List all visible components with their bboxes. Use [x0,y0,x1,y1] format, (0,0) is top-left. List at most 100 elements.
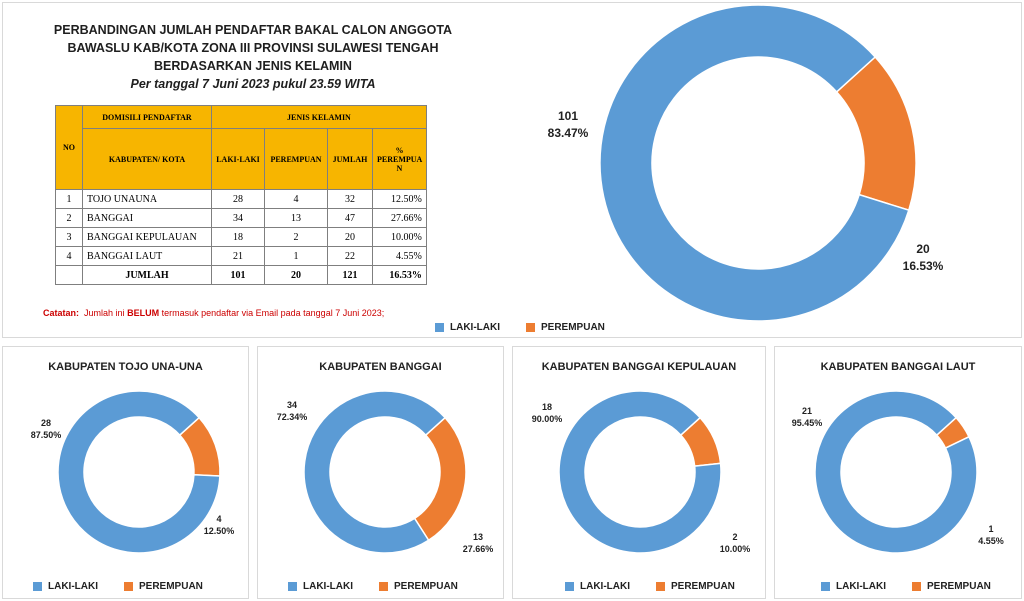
label-laki: 18 90.00% [527,401,567,425]
note-post: termasuk pendaftar via Email pada tangga… [161,308,385,318]
summary-panel: PERBANDINGAN JUMLAH PENDAFTAR BAKAL CALO… [2,2,1022,338]
cell-kab: TOJO UNAUNA [82,189,212,209]
label-perempuan: 13 27.66% [458,531,498,555]
legend-label-laki: LAKI-LAKI [48,581,98,592]
cell-jumlah: 20 [327,227,373,247]
main-label-laki: 101 83.47% [533,108,603,142]
slice-laki-laki [599,4,910,322]
label-laki: 21 95.45% [787,405,827,429]
legend-label-perempuan: PEREMPUAN [927,581,991,592]
legend-swatch-laki [565,582,574,591]
cell-pct: 12.50% [372,189,427,209]
label-perempuan-value: 1 [988,524,994,534]
donut-chart-tojo [57,390,221,554]
note: Catatan: Jumlah ini BELUM termasuk penda… [43,308,384,318]
table-total-row: JUMLAH 101 20 121 16.53% [55,265,427,285]
slice-laki-laki [303,390,447,554]
legend-label-perempuan: PEREMPUAN [671,581,735,592]
table-row: 4 BANGGAI LAUT 21 1 22 4.55% [55,246,427,266]
label-perempuan-pct: 10.00% [719,544,751,554]
cell-total-label: JUMLAH [82,265,212,285]
main-donut-chart [599,4,917,322]
cell-pct: 4.55% [372,246,427,266]
slice-laki-laki [558,390,722,554]
header-jenis-kelamin: JENIS KELAMIN [211,105,427,129]
label-perempuan: 2 10.00% [715,531,755,555]
legend-swatch-perempuan [124,582,133,591]
chart-panel-tojo: KABUPATEN TOJO UNA-UNA 28 87.50% 4 12.50… [2,346,249,599]
cell-empty [55,265,83,285]
cell-jumlah: 32 [327,189,373,209]
main-label-perempuan-pct: 16.53% [902,259,944,273]
cell-total-pct: 16.53% [372,265,427,285]
cell-laki: 28 [211,189,265,209]
chart-legend: LAKI-LAKI PEREMPUAN [288,581,458,592]
legend-swatch-laki [33,582,42,591]
cell-total-jumlah: 121 [327,265,373,285]
legend-label-laki: LAKI-LAKI [303,581,353,592]
cell-total-laki: 101 [211,265,265,285]
legend-label-laki: LAKI-LAKI [450,322,500,333]
legend-swatch-perempuan [379,582,388,591]
label-laki-value: 21 [801,406,812,416]
chart-panel-banggai: KABUPATEN BANGGAI 34 72.34% 13 27.66% LA… [257,346,504,599]
slice-laki-laki [814,390,978,554]
cell-laki: 21 [211,246,265,266]
table-subheader-row: KABUPATEN/ KOTA LAKI-LAKI PEREMPUAN JUML… [56,128,427,190]
legend-swatch-laki [288,582,297,591]
legend-swatch-perempuan [912,582,921,591]
chart-legend: LAKI-LAKI PEREMPUAN [33,581,203,592]
main-label-laki-value: 101 [557,109,579,123]
cell-no: 4 [55,246,83,266]
label-perempuan-pct: 27.66% [462,544,494,554]
main-legend: LAKI-LAKI PEREMPUAN [435,322,605,333]
cell-laki: 34 [211,208,265,228]
note-bold: BELUM [127,308,160,318]
table-row: 2 BANGGAI 34 13 47 27.66% [55,208,427,228]
label-laki-value: 18 [541,402,552,412]
label-perempuan-pct: 4.55% [978,536,1004,546]
cell-perempuan: 1 [264,246,328,266]
label-laki-pct: 72.34% [276,412,308,422]
label-laki-value: 34 [286,400,297,410]
note-pre: Jumlah ini [84,308,125,318]
cell-total-perempuan: 20 [264,265,328,285]
label-laki: 34 72.34% [272,399,312,423]
title-line-1: PERBANDINGAN JUMLAH PENDAFTAR BAKAL CALO… [53,23,453,37]
title-line-3: BERDASARKAN JENIS KELAMIN [154,59,352,73]
cell-pct: 27.66% [372,208,427,228]
chart-title: KABUPATEN TOJO UNA-UNA [48,361,203,373]
donut-chart-banggai-kepulauan [558,390,722,554]
cell-no: 1 [55,189,83,209]
chart-legend: LAKI-LAKI PEREMPUAN [565,581,735,592]
legend-label-perempuan: PEREMPUAN [394,581,458,592]
label-perempuan: 4 12.50% [199,513,239,537]
table-header-row: NO DOMISILI PENDAFTAR JENIS KELAMIN [55,105,427,190]
cell-perempuan: 2 [264,227,328,247]
cell-jumlah: 47 [327,208,373,228]
cell-no: 3 [55,227,83,247]
table-row: 1 TOJO UNAUNA 28 4 32 12.50% [55,189,427,209]
legend-label-perempuan: PEREMPUAN [541,322,605,333]
header-no: NO [55,105,83,190]
label-laki-pct: 95.45% [791,418,823,428]
main-label-perempuan: 20 16.53% [883,241,963,275]
header-jumlah: JUMLAH [327,128,373,190]
chart-title: KABUPATEN BANGGAI [319,361,442,373]
slice-laki-laki [57,390,221,554]
header-perempuan: PEREMPUAN [264,128,328,190]
chart-legend: LAKI-LAKI PEREMPUAN [821,581,991,592]
cell-kab: BANGGAI [82,208,212,228]
legend-swatch-laki [435,323,444,332]
legend-label-perempuan: PEREMPUAN [139,581,203,592]
legend-label-laki: LAKI-LAKI [836,581,886,592]
label-laki-pct: 87.50% [30,430,62,440]
label-laki-pct: 90.00% [531,414,563,424]
note-label: Catatan: [43,308,80,318]
cell-jumlah: 22 [327,246,373,266]
label-perempuan-value: 4 [216,514,222,524]
legend-swatch-laki [821,582,830,591]
cell-laki: 18 [211,227,265,247]
subtitle: Per tanggal 7 Juni 2023 pukul 23.59 WITA [130,77,376,91]
main-label-perempuan-value: 20 [916,242,930,256]
